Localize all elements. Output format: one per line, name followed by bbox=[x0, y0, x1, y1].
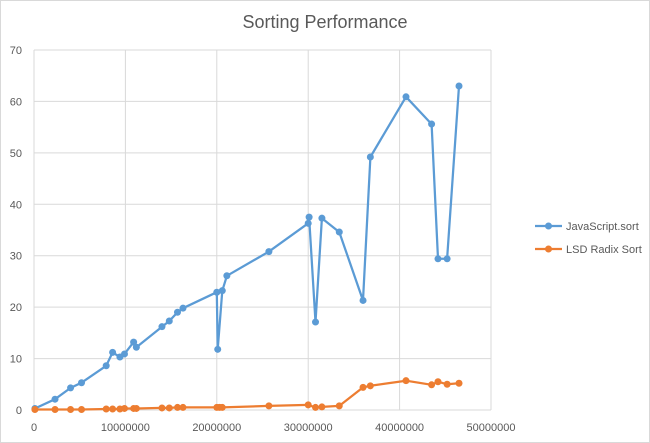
legend-marker-icon bbox=[545, 245, 552, 253]
data-point[interactable] bbox=[132, 343, 140, 351]
data-point[interactable] bbox=[434, 255, 442, 263]
legend-item[interactable]: JavaScript.sort bbox=[535, 221, 639, 233]
legend-marker-icon bbox=[545, 222, 552, 230]
data-point[interactable] bbox=[223, 272, 231, 280]
legend-label: JavaScript.sort bbox=[566, 221, 639, 233]
chart-title: Sorting Performance bbox=[242, 12, 408, 32]
legend: JavaScript.sort LSD Radix Sort bbox=[535, 221, 642, 256]
data-point[interactable] bbox=[109, 405, 117, 413]
x-tick-label: 0 bbox=[31, 422, 37, 434]
data-point[interactable] bbox=[78, 379, 86, 387]
data-point[interactable] bbox=[304, 401, 312, 409]
legend-item[interactable]: LSD Radix Sort bbox=[535, 244, 642, 256]
data-point[interactable] bbox=[158, 323, 166, 331]
data-point[interactable] bbox=[78, 405, 86, 413]
data-point[interactable] bbox=[312, 318, 320, 326]
y-tick-label: 0 bbox=[16, 405, 22, 417]
data-point[interactable] bbox=[366, 153, 374, 161]
data-point[interactable] bbox=[318, 403, 326, 411]
data-point[interactable] bbox=[120, 350, 128, 358]
data-point[interactable] bbox=[265, 402, 273, 410]
y-tick-label: 50 bbox=[10, 148, 22, 160]
data-point[interactable] bbox=[443, 380, 451, 388]
data-point[interactable] bbox=[265, 248, 273, 256]
y-tick-label: 70 bbox=[10, 45, 22, 57]
data-point[interactable] bbox=[165, 317, 173, 325]
data-point[interactable] bbox=[402, 93, 410, 101]
data-point[interactable] bbox=[312, 403, 320, 411]
y-tick-label: 20 bbox=[10, 302, 22, 314]
data-point[interactable] bbox=[304, 219, 312, 227]
data-point[interactable] bbox=[359, 296, 367, 304]
y-axis-ticks: 0 10 20 30 40 50 60 70 bbox=[10, 45, 22, 417]
x-tick-label: 50000000 bbox=[467, 422, 516, 434]
legend-label: LSD Radix Sort bbox=[566, 244, 642, 256]
data-point[interactable] bbox=[165, 404, 173, 412]
x-tick-label: 10000000 bbox=[101, 422, 150, 434]
data-point[interactable] bbox=[179, 304, 187, 312]
y-tick-label: 60 bbox=[10, 96, 22, 108]
data-point[interactable] bbox=[218, 287, 226, 295]
data-point[interactable] bbox=[335, 402, 343, 410]
data-point[interactable] bbox=[218, 403, 226, 411]
data-point[interactable] bbox=[305, 213, 313, 221]
data-point[interactable] bbox=[132, 404, 140, 412]
data-point[interactable] bbox=[428, 381, 436, 389]
data-point[interactable] bbox=[335, 228, 343, 236]
y-tick-label: 40 bbox=[10, 199, 22, 211]
data-point[interactable] bbox=[130, 338, 138, 346]
series-line bbox=[34, 85, 461, 410]
data-point[interactable] bbox=[67, 384, 75, 392]
data-point[interactable] bbox=[120, 404, 128, 412]
x-tick-label: 30000000 bbox=[284, 422, 333, 434]
data-point[interactable] bbox=[318, 214, 326, 222]
series-group bbox=[31, 82, 463, 413]
data-point[interactable] bbox=[173, 403, 181, 411]
x-tick-label: 40000000 bbox=[375, 422, 424, 434]
data-point[interactable] bbox=[109, 348, 117, 356]
data-point[interactable] bbox=[51, 395, 59, 403]
y-tick-label: 10 bbox=[10, 354, 22, 366]
gridlines bbox=[33, 49, 492, 411]
data-point[interactable] bbox=[214, 345, 222, 353]
data-point[interactable] bbox=[67, 405, 75, 413]
data-point[interactable] bbox=[102, 362, 110, 370]
data-point[interactable] bbox=[213, 288, 221, 296]
series-javascript-sort bbox=[31, 82, 463, 412]
data-point[interactable] bbox=[428, 120, 436, 128]
data-point[interactable] bbox=[434, 378, 442, 386]
data-point[interactable] bbox=[443, 255, 451, 263]
data-point[interactable] bbox=[31, 405, 39, 413]
data-point[interactable] bbox=[455, 379, 463, 387]
y-tick-label: 30 bbox=[10, 251, 22, 263]
data-point[interactable] bbox=[173, 308, 181, 316]
data-point[interactable] bbox=[102, 405, 110, 413]
data-point[interactable] bbox=[402, 377, 410, 385]
data-point[interactable] bbox=[455, 82, 463, 90]
data-point[interactable] bbox=[366, 382, 374, 390]
data-point[interactable] bbox=[158, 404, 166, 412]
series-lsd-radix-sort bbox=[31, 377, 463, 413]
x-tick-label: 20000000 bbox=[192, 422, 241, 434]
series-line bbox=[34, 379, 460, 411]
x-axis-ticks: 0 10000000 20000000 30000000 40000000 5000000… bbox=[31, 422, 516, 434]
data-point[interactable] bbox=[51, 405, 59, 413]
data-point[interactable] bbox=[179, 403, 187, 411]
data-point[interactable] bbox=[359, 383, 367, 391]
